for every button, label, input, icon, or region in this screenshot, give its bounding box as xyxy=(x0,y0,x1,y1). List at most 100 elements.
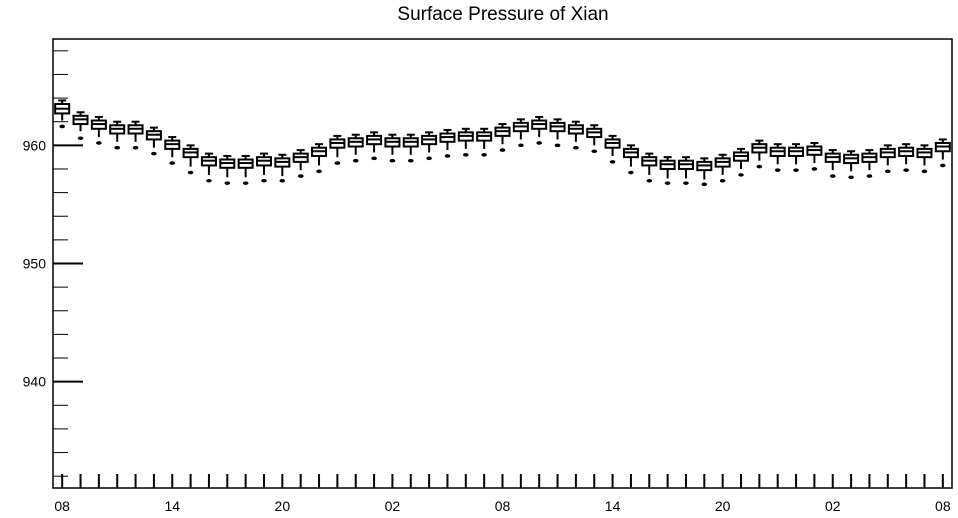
box-45 xyxy=(879,144,896,174)
outlier-point xyxy=(169,161,176,165)
outlier-point xyxy=(884,169,891,174)
y-tick-label: 960 xyxy=(23,137,47,153)
outlier-point xyxy=(701,182,708,187)
box-1 xyxy=(72,111,89,141)
box-19 xyxy=(402,133,419,163)
box-13 xyxy=(292,149,309,178)
box-4 xyxy=(127,120,144,150)
box-28 xyxy=(567,120,584,150)
outlier-point xyxy=(774,168,781,172)
x-tick-label: 02 xyxy=(825,498,841,514)
outlier-point xyxy=(628,170,634,175)
x-axis: 08 14 20 02 08 14 20 02 08 xyxy=(54,474,951,514)
y-tick-label: 940 xyxy=(23,374,47,390)
box-29 xyxy=(586,124,603,154)
x-tick-label: 14 xyxy=(605,498,621,514)
outlier-point xyxy=(371,156,377,161)
outlier-point xyxy=(829,174,836,178)
box-9 xyxy=(219,154,236,185)
box-36 xyxy=(714,153,731,183)
box-23 xyxy=(476,127,493,157)
outlier-point xyxy=(738,173,744,177)
x-tick-label: 20 xyxy=(275,498,291,514)
box-15 xyxy=(329,134,346,165)
box-25 xyxy=(512,118,529,148)
box-14 xyxy=(311,143,328,174)
y-axis: 940 950 960 xyxy=(23,50,83,477)
outlier-point xyxy=(921,169,928,174)
outlier-point xyxy=(683,181,689,185)
box-16 xyxy=(347,133,364,163)
outlier-point xyxy=(481,152,487,157)
box-24 xyxy=(494,123,511,152)
outlier-point xyxy=(426,156,432,161)
outlier-point xyxy=(352,158,359,163)
outlier-point xyxy=(96,141,102,145)
outlier-point xyxy=(554,143,561,148)
y-tick-label: 950 xyxy=(23,256,47,272)
outlier-point xyxy=(518,143,524,148)
box-39 xyxy=(769,143,786,172)
box-22 xyxy=(457,127,474,157)
box-30 xyxy=(604,134,621,164)
outlier-point xyxy=(59,124,65,129)
box-7 xyxy=(182,144,199,175)
x-tick-label: 08 xyxy=(54,498,70,514)
x-tick-label: 02 xyxy=(385,498,401,514)
box-2 xyxy=(90,115,107,145)
outlier-point xyxy=(206,178,212,183)
box-series xyxy=(54,99,951,187)
outlier-point xyxy=(609,160,616,164)
box-31 xyxy=(622,144,639,175)
x-tick-label: 20 xyxy=(715,498,731,514)
box-42 xyxy=(824,149,841,178)
outlier-point xyxy=(866,174,873,178)
box-44 xyxy=(861,149,878,178)
outlier-point xyxy=(389,158,396,163)
box-0 xyxy=(54,99,71,129)
outlier-point xyxy=(316,169,322,174)
outlier-point xyxy=(77,136,84,141)
box-8 xyxy=(200,152,217,183)
chart-title: Surface Pressure of Xian xyxy=(397,4,609,25)
outlier-point xyxy=(114,145,121,150)
outlier-point xyxy=(261,178,267,183)
box-18 xyxy=(384,133,401,163)
box-48 xyxy=(934,138,951,168)
box-11 xyxy=(255,152,272,183)
outlier-point xyxy=(132,145,139,150)
outlier-point xyxy=(407,158,414,163)
outlier-point xyxy=(940,163,946,168)
box-40 xyxy=(788,143,805,172)
x-tick-label: 14 xyxy=(164,498,180,514)
box-20 xyxy=(421,131,438,161)
outlier-point xyxy=(591,149,598,154)
outlier-point xyxy=(664,181,671,185)
outlier-point xyxy=(793,168,799,172)
box-32 xyxy=(641,152,658,183)
box-35 xyxy=(696,157,713,187)
outlier-point xyxy=(279,178,286,183)
outlier-point xyxy=(573,145,579,150)
outlier-point xyxy=(463,152,469,157)
outlier-point xyxy=(499,148,506,152)
outlier-point xyxy=(187,170,194,175)
box-41 xyxy=(806,141,823,171)
outlier-point xyxy=(756,164,763,169)
box-38 xyxy=(751,139,768,169)
outlier-point xyxy=(903,168,909,172)
box-46 xyxy=(898,143,915,172)
outlier-point xyxy=(444,154,451,158)
outlier-point xyxy=(224,181,231,185)
x-tick-label: 08 xyxy=(935,498,951,514)
outlier-point xyxy=(719,178,726,183)
outlier-point xyxy=(646,178,653,183)
outlier-point xyxy=(297,174,304,178)
box-33 xyxy=(659,156,676,185)
box-21 xyxy=(439,128,456,158)
box-10 xyxy=(237,154,254,185)
box-12 xyxy=(274,153,291,183)
x-tick-label: 08 xyxy=(495,498,511,514)
box-3 xyxy=(109,120,126,150)
